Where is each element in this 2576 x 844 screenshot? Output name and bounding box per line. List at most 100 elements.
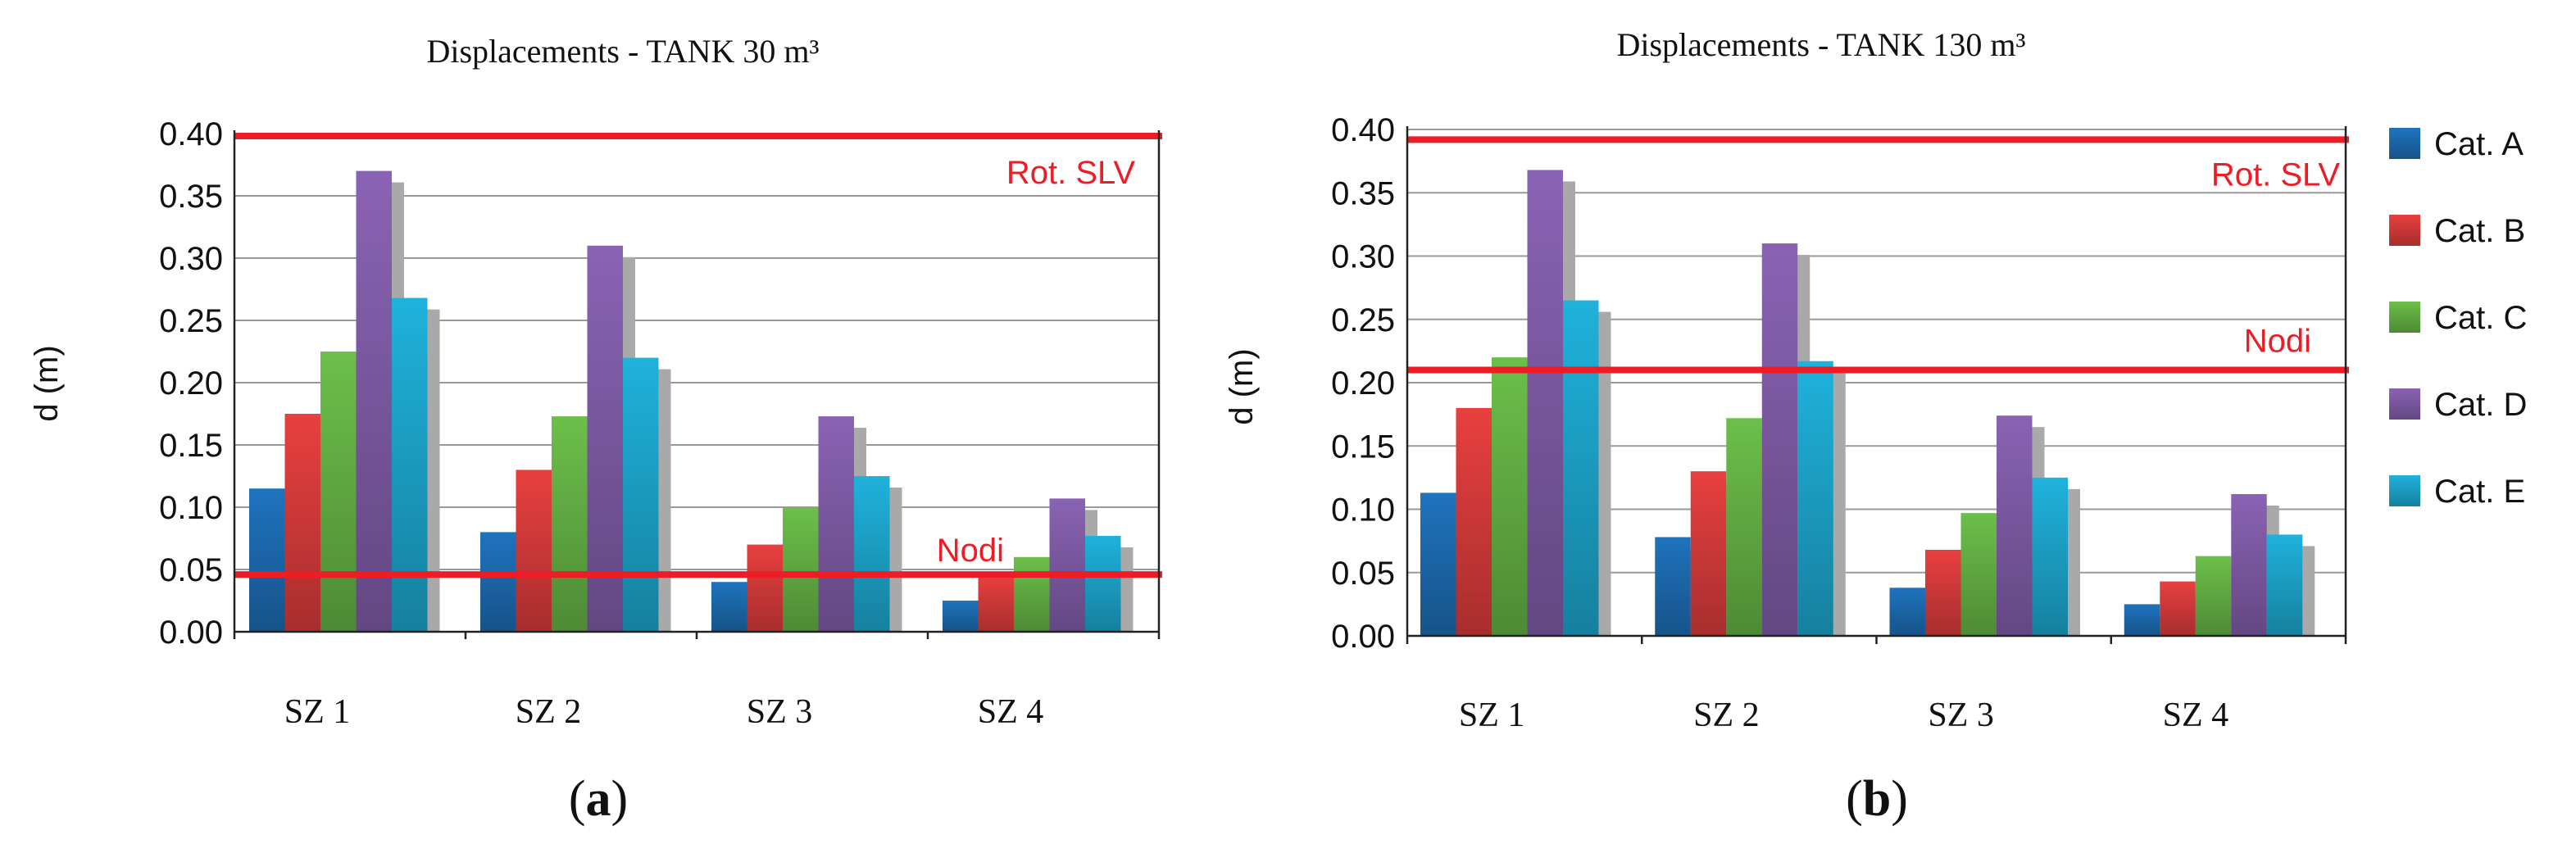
legend: Cat. A Cat. B Cat. C Cat. D Cat. E (2389, 126, 2527, 510)
chart-a-bar-cat-a-sz-2 (480, 532, 516, 632)
chart-a-bar-cat-b-sz-2 (516, 470, 552, 632)
chart-b-bar-cat-c-sz-3 (1960, 513, 1997, 636)
chart-b-x-tick-label: SZ 2 (1693, 697, 1760, 734)
chart-b-y-tick-label: 0.30 (1331, 239, 1395, 275)
chart-b-y-tick-label: 0.25 (1331, 302, 1395, 338)
chart-a: Displacements - TANK 30 m³ d (m) Rot. SL… (29, 33, 1162, 827)
legend-label: Cat. C (2434, 300, 2527, 336)
chart-b-y-tick-label: 0.40 (1331, 112, 1395, 148)
chart-a-bar-cat-e-sz-3 (854, 476, 890, 632)
chart-b-bar-cat-d-sz-2 (1761, 243, 1798, 636)
chart-a-bar-shadow (1120, 547, 1134, 632)
chart-b-bar-cat-d-sz-3 (1997, 415, 2033, 636)
chart-a-y-axis-label: d (m) (29, 345, 65, 421)
chart-a-x-tick-label: SZ 1 (284, 693, 351, 731)
chart-b-x-tick-label: SZ 3 (1928, 697, 1994, 734)
chart-a-y-tick-label: 0.05 (159, 552, 223, 588)
chart-b-bar-cat-c-sz-4 (2195, 556, 2232, 636)
legend-label: Cat. D (2434, 387, 2527, 423)
chart-a-panel-label: (a) (569, 771, 628, 827)
chart-a-ref-label-rot-slv: Rot. SLV (1006, 155, 1135, 191)
chart-a-ref-label-nodi: Nodi (937, 533, 1004, 569)
chart-a-x-tick-label: SZ 2 (516, 693, 582, 731)
chart-a-bar-cat-a-sz-4 (943, 601, 979, 632)
chart-a-x-tick-label: SZ 4 (978, 693, 1044, 731)
legend-label: Cat. A (2434, 126, 2524, 162)
chart-b-bar-cat-c-sz-2 (1726, 418, 1762, 636)
chart-b-title: Displacements - TANK 130 m³ (1616, 26, 2025, 63)
chart-b-bar-cat-b-sz-2 (1690, 471, 1727, 636)
chart-a-y-tick-label: 0.35 (159, 179, 223, 215)
chart-a-bar-cat-d-sz-3 (818, 416, 854, 632)
chart-a-y-tick-label: 0.30 (159, 241, 223, 277)
chart-b-bar-cat-e-sz-2 (1797, 361, 1833, 636)
chart-a-bar-cat-a-sz-3 (711, 582, 747, 632)
chart-a-bar-cat-c-sz-2 (552, 416, 588, 632)
chart-b-bar-cat-a-sz-1 (1420, 492, 1456, 636)
legend-label: Cat. B (2434, 213, 2525, 249)
legend-item: Cat. A (2389, 126, 2524, 162)
chart-b-bar-cat-d-sz-4 (2231, 493, 2267, 636)
chart-b-y-axis-label: d (m) (1224, 348, 1260, 424)
chart-b: Displacements - TANK 130 m³ d (m) Rot. S… (1224, 26, 2349, 827)
legend-label: Cat. E (2434, 474, 2525, 510)
chart-b-y-tick-label: 0.00 (1331, 619, 1395, 655)
chart-b-bar-shadow (1832, 372, 1846, 636)
chart-b-x-tick-label: SZ 1 (1459, 697, 1525, 734)
chart-b-ref-label-rot-slv: Rot. SLV (2211, 157, 2340, 193)
chart-b-bar-cat-a-sz-3 (1889, 588, 1925, 636)
chart-b-bar-cat-c-sz-1 (1492, 357, 1528, 636)
chart-a-panel-letter: a (586, 771, 611, 827)
chart-a-title: Displacements - TANK 30 m³ (426, 33, 819, 70)
chart-b-bar-cat-d-sz-1 (1527, 170, 1563, 636)
chart-a-bar-shadow (888, 488, 902, 632)
chart-b-bar-shadow (2067, 488, 2080, 636)
chart-a-y-tick-label: 0.40 (159, 116, 223, 152)
chart-a-bar-cat-b-sz-4 (978, 575, 1014, 632)
chart-a-bar-shadow (426, 309, 440, 632)
chart-a-y-tick-label: 0.25 (159, 303, 223, 339)
chart-a-y-tick-label: 0.15 (159, 428, 223, 464)
legend-item: Cat. B (2389, 213, 2525, 249)
chart-a-bar-cat-e-sz-2 (623, 357, 659, 632)
chart-b-y-tick-label: 0.20 (1331, 365, 1395, 402)
legend-swatch (2389, 388, 2420, 420)
chart-a-y-tick-label: 0.20 (159, 365, 223, 402)
chart-b-bar-cat-e-sz-3 (2032, 477, 2068, 636)
chart-b-bar-shadow (2301, 546, 2315, 636)
legend-item: Cat. E (2389, 474, 2525, 510)
chart-a-bar-cat-e-sz-4 (1085, 535, 1121, 632)
chart-b-x-tick-label: SZ 4 (2163, 697, 2229, 734)
chart-a-bar-cat-d-sz-4 (1049, 498, 1085, 632)
chart-a-bar-cat-b-sz-3 (747, 544, 783, 632)
chart-a-bar-cat-c-sz-3 (783, 507, 819, 632)
chart-b-y-tick-label: 0.05 (1331, 556, 1395, 592)
chart-b-bar-cat-e-sz-4 (2266, 534, 2303, 636)
chart-b-panel-label: (b) (1846, 771, 1908, 827)
chart-a-bar-cat-d-sz-1 (356, 170, 392, 633)
chart-a-bar-shadow (657, 369, 671, 632)
legend-swatch (2389, 128, 2420, 159)
legend-item: Cat. C (2389, 300, 2527, 336)
chart-a-bar-cat-c-sz-1 (320, 352, 357, 632)
chart-b-ref-label-nodi: Nodi (2244, 324, 2311, 360)
chart-b-y-tick-label: 0.35 (1331, 175, 1395, 211)
legend-swatch (2389, 475, 2420, 506)
chart-a-y-tick-label: 0.10 (159, 490, 223, 526)
chart-b-bar-cat-b-sz-4 (2160, 581, 2196, 636)
chart-b-bar-cat-a-sz-4 (2124, 604, 2160, 636)
chart-b-y-tick-label: 0.10 (1331, 492, 1395, 529)
chart-a-bar-cat-a-sz-1 (249, 488, 285, 632)
chart-b-bar-cat-e-sz-1 (1563, 300, 1599, 636)
chart-b-bar-cat-b-sz-3 (1925, 549, 1961, 636)
legend-swatch (2389, 215, 2420, 246)
chart-a-bar-cat-e-sz-1 (392, 297, 428, 632)
chart-a-x-tick-label: SZ 3 (747, 693, 813, 731)
chart-a-y-tick-label: 0.00 (159, 615, 223, 651)
chart-b-panel-letter: b (1863, 771, 1891, 827)
chart-b-y-tick-label: 0.15 (1331, 429, 1395, 465)
chart-a-bar-cat-c-sz-4 (1014, 556, 1050, 632)
chart-a-bar-cat-b-sz-1 (284, 414, 320, 632)
chart-a-bar-cat-d-sz-2 (587, 245, 623, 632)
